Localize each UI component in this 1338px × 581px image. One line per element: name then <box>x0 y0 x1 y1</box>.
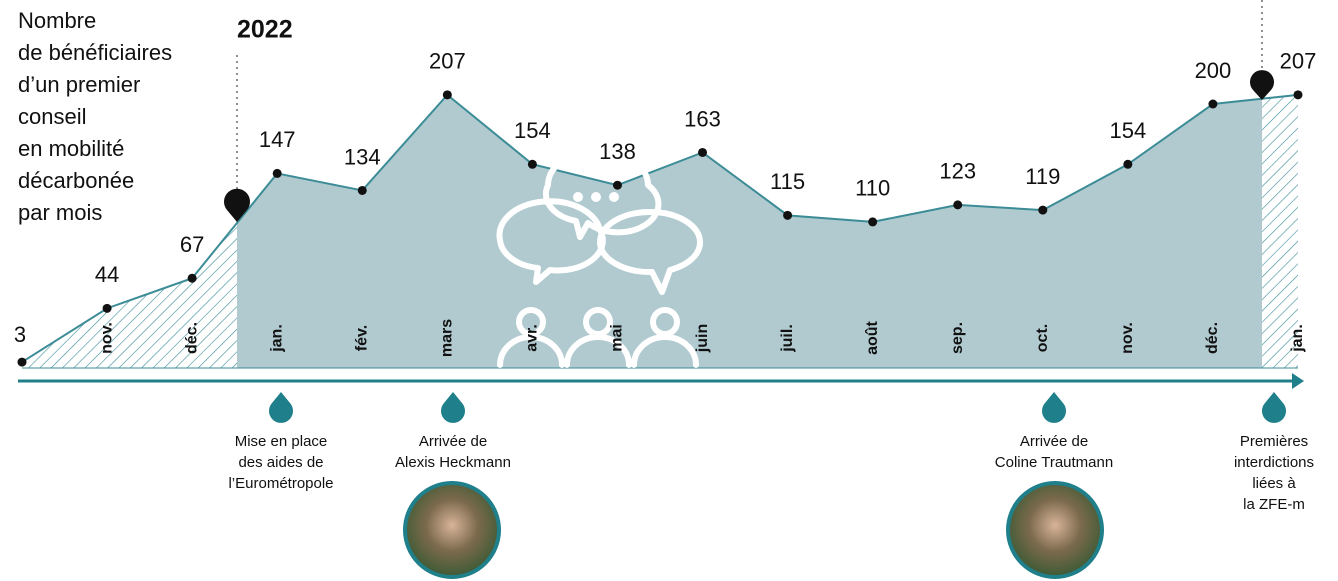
month-label: jan. <box>268 324 285 353</box>
photo <box>1008 483 1102 577</box>
pin <box>1250 70 1274 100</box>
event-label: l’Eurométropole <box>228 475 333 492</box>
title-line: par mois <box>18 200 102 225</box>
event-label: interdictions <box>1234 454 1314 471</box>
event-label: Arrivée de <box>419 433 487 450</box>
data-point <box>1038 206 1047 215</box>
event-label: Coline Trautmann <box>995 454 1113 471</box>
data-point <box>273 169 282 178</box>
event-label: la ZFE-m <box>1243 496 1305 513</box>
data-point <box>613 181 622 190</box>
title-line: Nombre <box>18 8 96 33</box>
data-point <box>1294 90 1303 99</box>
data-point <box>188 274 197 283</box>
month-label: août <box>864 320 881 354</box>
title-line: conseil <box>18 104 86 129</box>
value-label: 67 <box>180 232 204 257</box>
event-label: Alexis Heckmann <box>395 454 511 471</box>
event-label: des aides de <box>238 454 323 471</box>
value-label: 147 <box>259 127 296 152</box>
month-label: déc. <box>1204 322 1221 354</box>
timeline-arrow <box>1292 373 1304 389</box>
value-label: 44 <box>95 262 119 287</box>
value-label: 123 <box>939 159 976 184</box>
event-label: Premières <box>1240 433 1308 450</box>
year-label: 2022 <box>237 16 293 44</box>
value-label: 110 <box>855 176 890 201</box>
title-line: de bénéficiaires <box>18 40 172 65</box>
value-label: 115 <box>770 169 805 194</box>
month-label: avr. <box>524 324 541 352</box>
data-point <box>783 211 792 220</box>
chart: 2022 Nombre de bénéficiaires d’un premier c… <box>0 0 1338 581</box>
month-label: juin <box>694 324 711 353</box>
data-point <box>528 160 537 169</box>
photo <box>405 483 499 577</box>
month-label: sep. <box>949 322 966 354</box>
data-point <box>698 148 707 157</box>
event-marker <box>1262 392 1286 423</box>
value-label: 134 <box>344 144 381 169</box>
data-point <box>868 217 877 226</box>
data-point <box>18 358 27 367</box>
month-label: oct. <box>1034 324 1051 352</box>
month-label: mars <box>439 319 456 357</box>
value-label: 163 <box>684 106 721 131</box>
value-label: 154 <box>1110 118 1147 143</box>
month-label: déc. <box>183 322 200 354</box>
month-label: fév. <box>353 325 370 351</box>
month-label: mai <box>609 324 626 352</box>
event-marker <box>1042 392 1066 423</box>
month-label: juil. <box>779 324 796 353</box>
area-group <box>22 95 1298 368</box>
data-point <box>953 200 962 209</box>
data-point <box>443 90 452 99</box>
title-line: en mobilité <box>18 136 124 161</box>
value-label: 207 <box>1280 49 1317 74</box>
value-label: 207 <box>429 49 466 74</box>
month-label: jan. <box>1289 324 1306 353</box>
value-label: 119 <box>1025 164 1060 189</box>
data-point <box>103 304 112 313</box>
event-label: liées à <box>1252 475 1296 492</box>
title-line: d’un premier <box>18 72 140 97</box>
data-point <box>1208 100 1217 109</box>
month-label: nov. <box>98 322 115 354</box>
data-point <box>358 186 367 195</box>
event-label: Mise en place <box>235 433 328 450</box>
value-label: 138 <box>599 139 636 164</box>
event-marker <box>269 392 293 423</box>
month-label: nov. <box>1119 322 1136 354</box>
data-point <box>1123 160 1132 169</box>
value-label: 200 <box>1195 58 1232 83</box>
event-label: Arrivée de <box>1020 433 1088 450</box>
title-line: décarbonée <box>18 168 134 193</box>
value-label: 3 <box>14 322 26 347</box>
value-label: 154 <box>514 118 551 143</box>
event-marker <box>441 392 465 423</box>
